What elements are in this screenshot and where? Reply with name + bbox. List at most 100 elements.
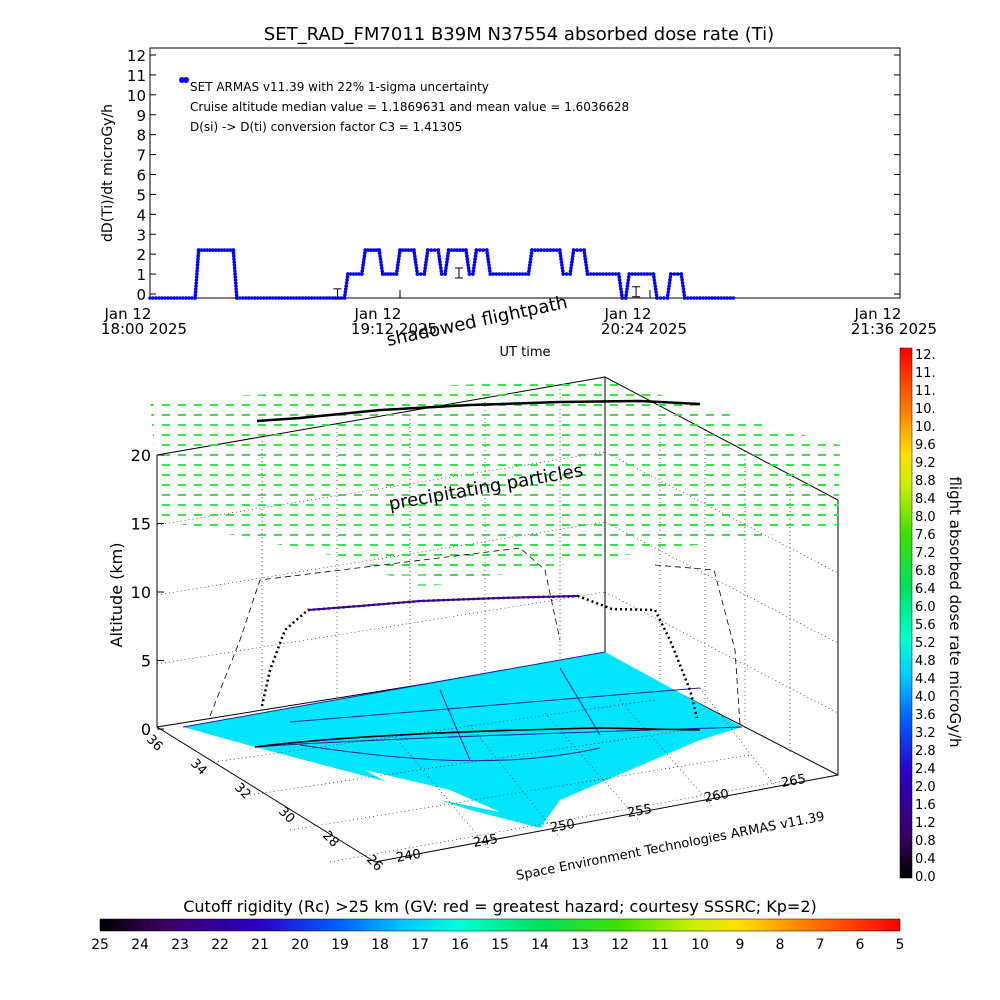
cutoff-rigidity-tick-label: 22 (211, 937, 229, 953)
data-point (412, 254, 417, 258)
data-point (583, 254, 587, 258)
data-point (422, 272, 427, 276)
data-point (378, 257, 383, 261)
data-point (195, 269, 199, 273)
data-point (231, 254, 236, 258)
data-point (255, 296, 260, 300)
data-point (425, 251, 430, 255)
data-point (362, 257, 366, 261)
data-point (452, 248, 457, 252)
data-point (234, 287, 238, 291)
altitude-tick-label: 15 (131, 515, 151, 534)
data-point (148, 296, 152, 300)
altitude-tick-label: 5 (141, 652, 151, 671)
data-point (559, 260, 564, 264)
top-chart-frame (149, 47, 901, 299)
data-point (342, 296, 347, 300)
dose-rate-tick-label: 7.2 (915, 546, 936, 561)
data-point (395, 266, 400, 270)
data-point (237, 296, 242, 300)
data-point (196, 254, 200, 258)
data-point (653, 284, 658, 288)
data-point (264, 296, 269, 300)
data-point (445, 254, 450, 258)
cutoff-rigidity-tick-label: 21 (251, 937, 269, 953)
data-point (249, 296, 254, 300)
data-point (618, 284, 623, 288)
data-point (488, 272, 493, 276)
data-point (294, 296, 299, 300)
data-point (488, 269, 492, 273)
data-point (472, 260, 477, 264)
data-point (558, 254, 563, 258)
data-point (651, 272, 656, 276)
data-point (436, 251, 441, 255)
data-point (545, 248, 550, 252)
data-point (536, 248, 540, 252)
data-point (716, 296, 720, 300)
top-chart-title: SET_RAD_FM7011 B39M N37554 absorbed dose… (264, 24, 774, 45)
data-point (438, 263, 443, 267)
data-point (194, 284, 198, 288)
data-point (624, 290, 629, 294)
data-point (610, 272, 615, 276)
data-point (437, 254, 441, 258)
data-point (437, 257, 442, 261)
data-point (466, 263, 470, 267)
data-point (618, 281, 622, 285)
data-point (166, 296, 170, 300)
dose-rate-tick-label: 12. (915, 348, 936, 363)
data-point (672, 272, 677, 276)
dose-rate-tick-label: 5.6 (915, 618, 936, 633)
data-point (471, 269, 476, 273)
state-borders (182, 651, 743, 762)
data-point (623, 296, 628, 300)
data-point (523, 272, 528, 276)
data-point (412, 251, 417, 255)
data-point (422, 269, 427, 273)
data-point (571, 251, 575, 255)
data-point (374, 248, 379, 252)
cutoff-rigidity-title: Cutoff rigidity (Rc) >25 km (GV: red = g… (183, 897, 817, 916)
cutoff-rigidity-tick-label: 17 (411, 937, 429, 953)
data-point (526, 272, 531, 276)
annotation-conversion: D(si) -> D(ti) conversion factor C3 = 1.… (190, 120, 462, 134)
xtick-label-time: 21:36 2025 (851, 320, 937, 338)
data-point (194, 275, 199, 279)
dose-rate-colorbar-ticks: 12. 11. 11. 10. 10. 9.6 9.2 8.8 8.4 8.0 7.6 7.2 6.8 6… (915, 348, 936, 885)
cutoff-rigidity-tick-label: 23 (171, 937, 189, 953)
cutoff-rigidity-tick-label: 13 (571, 937, 589, 953)
dose-rate-tick-label: 10. (915, 420, 936, 435)
data-point (330, 296, 335, 300)
altitude-tick-label: 10 (131, 583, 151, 602)
data-point (351, 272, 356, 276)
data-point (233, 281, 238, 285)
ytick-label: 3 (136, 226, 146, 244)
cutoff-rigidity-tick-label: 7 (816, 937, 825, 953)
land-gap (365, 770, 500, 812)
floor-grid (213, 687, 791, 863)
data-point (570, 257, 575, 261)
data-point (458, 248, 462, 252)
longitude-tick-label: 255 (626, 802, 653, 821)
data-point (485, 251, 490, 255)
data-point (396, 263, 400, 267)
data-point (232, 266, 237, 270)
dose-rate-tick-label: 2.0 (915, 780, 936, 795)
latitude-tick-label: 34 (187, 756, 209, 778)
data-point (481, 248, 486, 252)
dose-rate-tick-label: 4.4 (915, 672, 936, 687)
front-frame (156, 726, 839, 863)
dose-rate-colorbar-label: flight absorbed dose rate microGy/h (946, 476, 964, 747)
data-point (303, 296, 308, 300)
data-point (395, 269, 399, 273)
data-point (371, 248, 376, 252)
data-point (363, 251, 367, 255)
data-point (285, 296, 290, 300)
data-point (240, 296, 245, 300)
data-point (403, 248, 408, 252)
data-point (193, 293, 198, 297)
dose-rate-tick-label: 6.4 (915, 582, 936, 597)
